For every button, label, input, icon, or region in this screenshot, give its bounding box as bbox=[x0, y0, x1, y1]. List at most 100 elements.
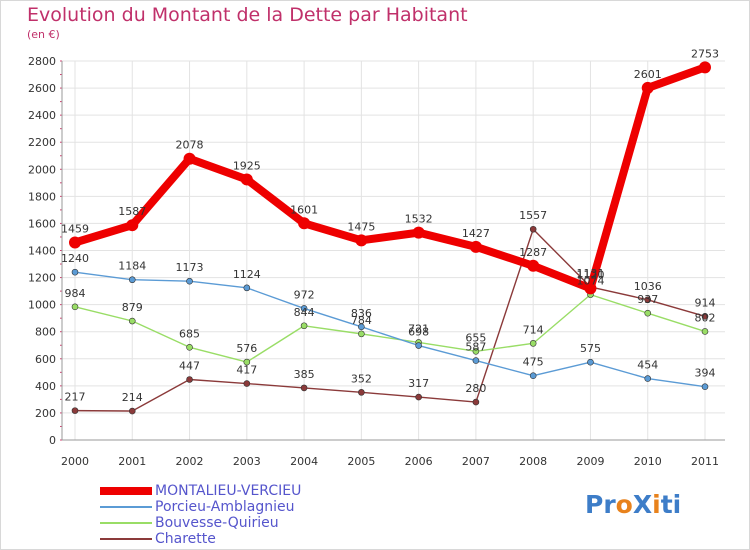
data-label: 1925 bbox=[233, 159, 261, 172]
data-point bbox=[701, 383, 709, 390]
data-label: 1240 bbox=[61, 252, 89, 265]
data-label: 1036 bbox=[634, 280, 662, 293]
data-point bbox=[300, 305, 308, 312]
data-label: 1557 bbox=[519, 209, 547, 222]
logo-letter: r bbox=[603, 490, 616, 519]
data-point bbox=[529, 340, 537, 347]
x-tick-label: 2007 bbox=[462, 455, 490, 468]
legend-label: Charette bbox=[155, 531, 216, 547]
data-point bbox=[186, 376, 193, 383]
data-label: 2753 bbox=[691, 47, 719, 60]
y-tick-label: 2600 bbox=[28, 82, 56, 95]
data-point bbox=[186, 277, 193, 285]
x-tick-label: 2005 bbox=[347, 455, 375, 468]
x-tick-label: 2011 bbox=[691, 455, 719, 468]
data-label: 984 bbox=[65, 287, 86, 300]
data-point bbox=[128, 276, 136, 284]
data-point bbox=[358, 323, 365, 331]
data-point bbox=[71, 407, 79, 414]
y-tick-label: 1800 bbox=[28, 190, 56, 203]
data-label: 280 bbox=[465, 382, 486, 395]
data-point bbox=[358, 389, 365, 396]
data-label: 1131 bbox=[576, 267, 604, 280]
data-point bbox=[128, 407, 136, 415]
data-label: 417 bbox=[236, 364, 257, 377]
proxiti-logo: ProXiti bbox=[585, 490, 681, 519]
logo-letter: X bbox=[632, 490, 653, 519]
chart-title: Evolution du Montant de la Dette par Hab… bbox=[27, 4, 468, 26]
data-label: 475 bbox=[523, 356, 544, 369]
data-point bbox=[412, 226, 425, 239]
data-label: 802 bbox=[695, 311, 716, 324]
y-tick-label: 0 bbox=[49, 434, 56, 447]
data-label: 394 bbox=[695, 367, 716, 380]
data-point bbox=[298, 217, 311, 230]
data-label: 587 bbox=[465, 341, 486, 354]
data-point bbox=[472, 357, 480, 364]
legend-swatch bbox=[100, 506, 152, 508]
data-label: 575 bbox=[580, 342, 601, 355]
y-tick-label: 600 bbox=[35, 353, 56, 366]
y-tick-label: 1200 bbox=[28, 272, 56, 285]
data-label: 1601 bbox=[290, 203, 318, 216]
y-tick-label: 1000 bbox=[28, 299, 56, 312]
data-point bbox=[128, 317, 136, 325]
data-label: 655 bbox=[465, 331, 486, 344]
data-point bbox=[71, 268, 79, 276]
data-label: 914 bbox=[695, 296, 716, 309]
data-point bbox=[240, 173, 253, 186]
data-point bbox=[243, 284, 251, 292]
data-point bbox=[529, 225, 537, 233]
data-point bbox=[587, 358, 594, 366]
data-point bbox=[472, 348, 480, 355]
data-point bbox=[644, 309, 652, 317]
data-label: 1532 bbox=[405, 213, 433, 226]
data-label: 937 bbox=[637, 293, 658, 306]
legend-item: Charette bbox=[100, 531, 460, 547]
legend-item: MONTALIEU-VERCIEU bbox=[100, 483, 460, 499]
data-point bbox=[186, 343, 193, 351]
data-label: 844 bbox=[294, 306, 315, 319]
data-point bbox=[126, 219, 139, 232]
data-label: 214 bbox=[122, 391, 143, 404]
y-tick-label: 800 bbox=[35, 326, 56, 339]
data-label: 698 bbox=[408, 326, 429, 339]
y-tick-label: 1600 bbox=[28, 217, 56, 230]
data-label: 1184 bbox=[118, 260, 146, 273]
legend-label: Porcieu-Amblagnieu bbox=[155, 499, 295, 515]
data-label: 2078 bbox=[176, 139, 204, 152]
legend-swatch bbox=[100, 538, 152, 540]
y-tick-label: 2400 bbox=[28, 109, 56, 122]
data-point bbox=[527, 259, 540, 272]
data-point bbox=[641, 81, 654, 94]
legend-label: MONTALIEU-VERCIEU bbox=[155, 483, 302, 499]
data-label: 1287 bbox=[519, 246, 547, 259]
data-label: 352 bbox=[351, 372, 372, 385]
logo-letter: t bbox=[660, 490, 673, 519]
data-label: 836 bbox=[351, 307, 372, 320]
data-point bbox=[584, 282, 597, 295]
data-label: 1074 bbox=[576, 275, 604, 288]
data-label: 1173 bbox=[176, 261, 204, 274]
legend-swatch bbox=[100, 522, 152, 524]
data-label: 576 bbox=[236, 342, 257, 355]
data-label: 1459 bbox=[61, 223, 89, 236]
data-point bbox=[644, 375, 652, 382]
data-point bbox=[699, 61, 711, 74]
data-label: 972 bbox=[294, 288, 315, 301]
x-tick-label: 2004 bbox=[290, 455, 318, 468]
y-tick-label: 2200 bbox=[28, 136, 56, 149]
data-point bbox=[469, 240, 482, 253]
data-label: 879 bbox=[122, 301, 143, 314]
series-line-bouvesse-quirieu bbox=[74, 293, 706, 363]
data-label: 385 bbox=[294, 368, 315, 381]
data-label: 1475 bbox=[347, 220, 375, 233]
x-tick-label: 2002 bbox=[176, 455, 204, 468]
data-point bbox=[243, 380, 251, 387]
data-point bbox=[415, 342, 422, 349]
data-point bbox=[355, 234, 368, 247]
y-tick-label: 2800 bbox=[28, 55, 56, 68]
data-label: 784 bbox=[351, 314, 372, 327]
data-label: 217 bbox=[65, 391, 86, 404]
